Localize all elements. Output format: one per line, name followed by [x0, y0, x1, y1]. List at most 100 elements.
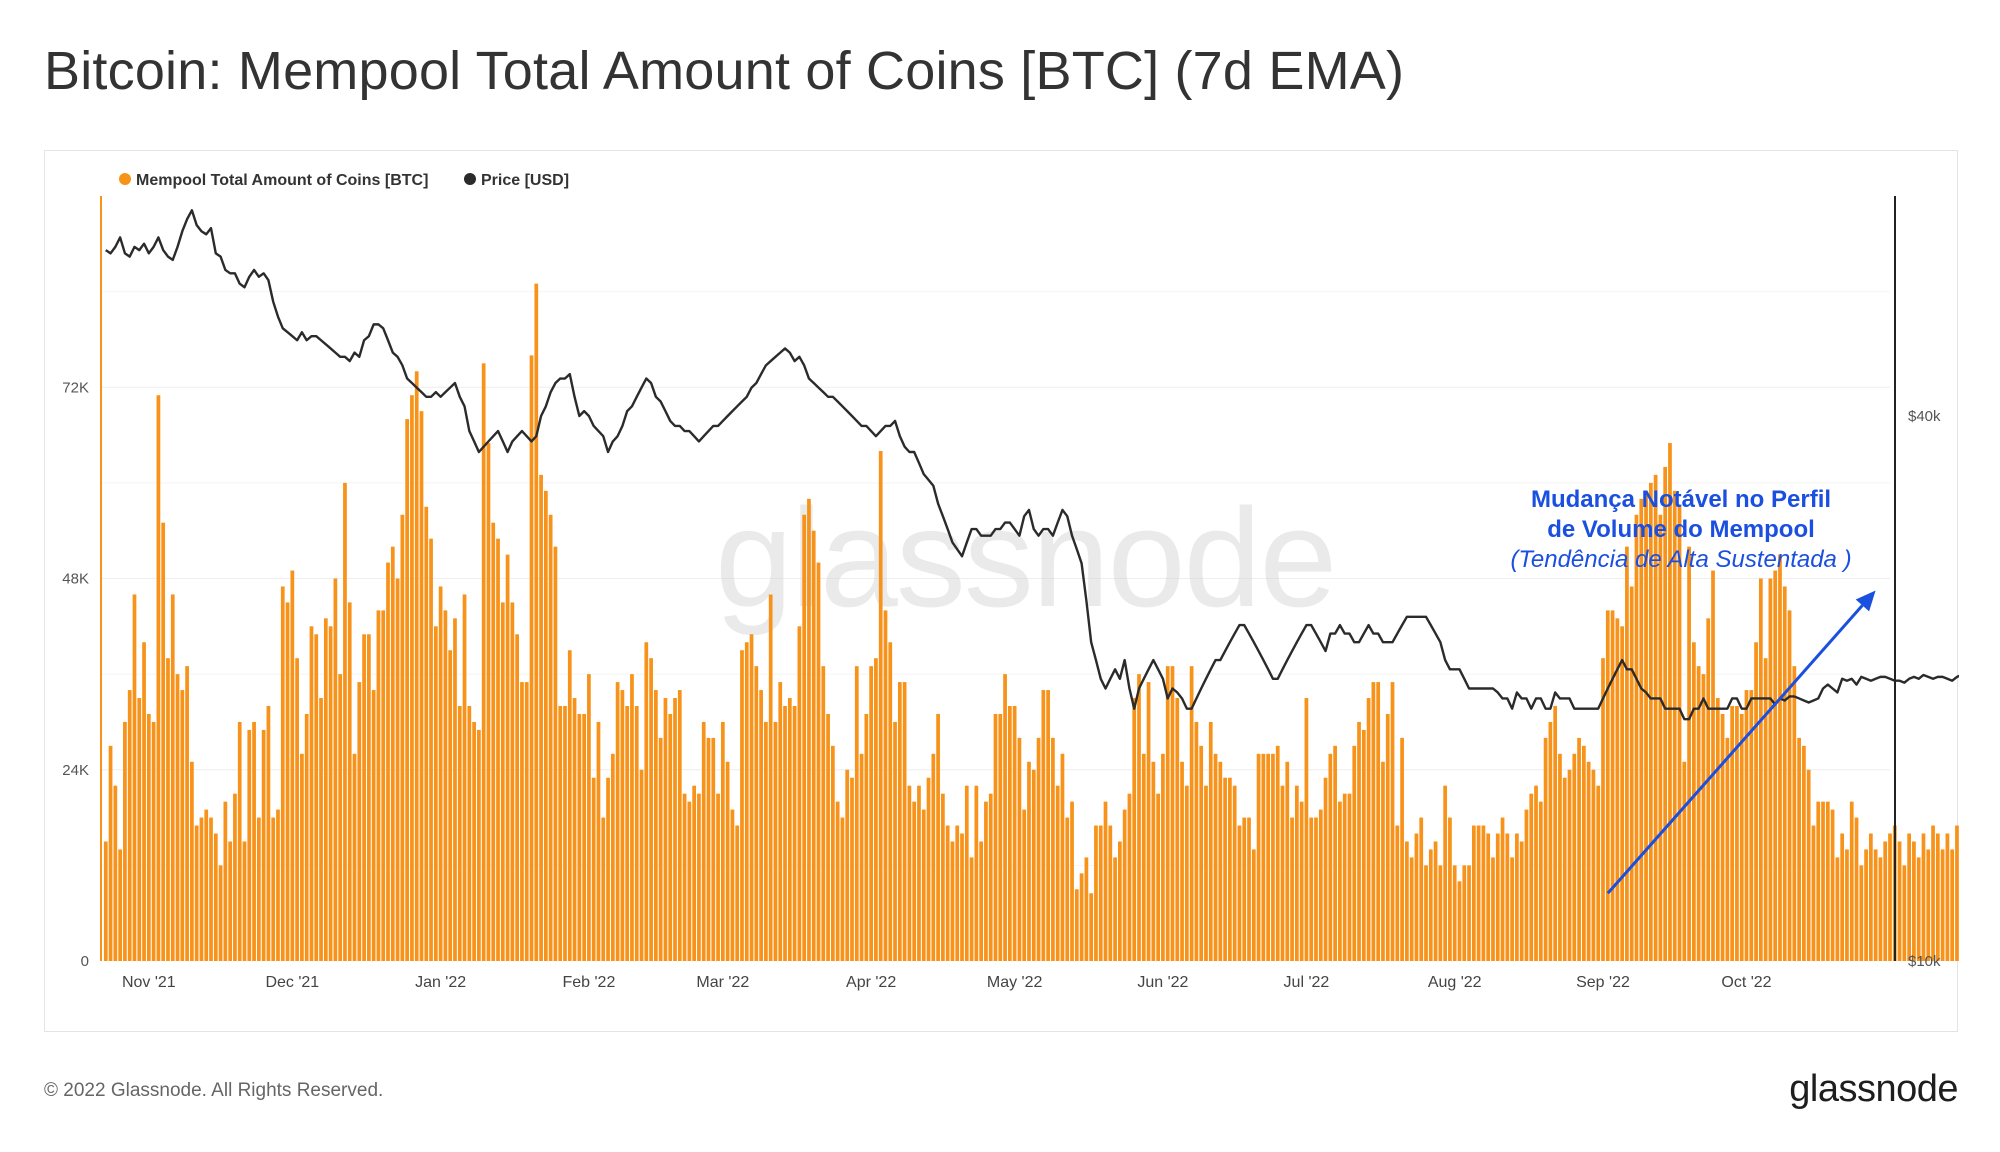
mempool-bar [1763, 658, 1768, 961]
mempool-bar [1955, 825, 1959, 961]
mempool-bar [687, 801, 692, 962]
mempool-bar [1232, 785, 1237, 961]
mempool-bar [950, 841, 955, 961]
mempool-bar [328, 626, 333, 961]
mempool-bar [610, 753, 615, 961]
mempool-bar [357, 682, 362, 961]
annotation-line-2: de Volume do Mempool [1547, 516, 1815, 543]
mempool-bar [1792, 666, 1797, 961]
annotation-line-3: (Tendência de Alta Sustentada ) [1510, 546, 1851, 573]
mempool-bar [831, 745, 835, 961]
mempool-bar [1366, 698, 1371, 961]
mempool-bar [1304, 698, 1309, 961]
mempool-bar [1596, 785, 1601, 961]
mempool-bar [266, 706, 271, 961]
mempool-bar [773, 721, 778, 961]
mempool-bar [199, 817, 204, 961]
mempool-bar [156, 395, 161, 962]
mempool-bar [1218, 761, 1223, 961]
mempool-bar [558, 706, 563, 961]
mempool-bar [1916, 857, 1921, 961]
mempool-bar [1146, 682, 1151, 961]
mempool-bar [1687, 546, 1691, 962]
mempool-bar [1357, 721, 1361, 961]
mempool-bar [1491, 857, 1495, 961]
mempool-bar [170, 594, 175, 961]
mempool-bar [1950, 849, 1955, 961]
mempool-bar [1376, 682, 1381, 961]
mempool-bar [1371, 682, 1376, 961]
mempool-bar [1797, 737, 1801, 962]
mempool-bar [1180, 761, 1184, 961]
mempool-bar [223, 801, 228, 962]
mempool-bar [1161, 753, 1165, 961]
mempool-bar [271, 817, 276, 961]
mempool-bar [381, 610, 386, 962]
mempool-bar [1400, 737, 1404, 962]
annotation-arrow [1606, 604, 1864, 895]
annotation: Mudança Notável no Perfil de Volume do M… [1510, 486, 1876, 895]
mempool-bar [213, 833, 218, 961]
mempool-bar [261, 729, 266, 961]
mempool-bar [1318, 809, 1323, 961]
mempool-bar [654, 690, 658, 961]
mempool-bar [1534, 785, 1538, 961]
mempool-bar [529, 355, 534, 962]
mempool-bar [1869, 833, 1873, 961]
mempool-bar [936, 713, 940, 961]
x-tick-label: May '22 [987, 974, 1043, 991]
brand-logo[interactable]: glassnode [1789, 1068, 1958, 1110]
mempool-bar [864, 713, 869, 961]
mempool-bar [1696, 666, 1701, 961]
mempool-bar [304, 713, 309, 961]
mempool-bar [1055, 785, 1060, 961]
mempool-bar [1864, 849, 1868, 961]
mempool-bar [1582, 745, 1586, 961]
mempool-bar [1065, 817, 1070, 961]
mempool-bar [1251, 849, 1256, 961]
mempool-bar [103, 841, 108, 961]
mempool-bar [290, 570, 295, 961]
mempool-bar [1620, 626, 1624, 961]
mempool-bar [1137, 674, 1141, 962]
mempool-bar [1060, 753, 1065, 961]
mempool-bar [1921, 833, 1926, 961]
mempool-bar [926, 777, 931, 961]
mempool-bar [108, 745, 113, 961]
mempool-bar [582, 713, 586, 961]
mempool-bar [1648, 482, 1653, 962]
mempool-bar [1156, 793, 1160, 961]
mempool-bar [1443, 785, 1448, 961]
mempool-bar [1644, 490, 1648, 961]
mempool-bar [807, 498, 811, 961]
mempool-bar [854, 666, 859, 961]
mempool-bar [472, 721, 476, 961]
y-left-tick-label: 0 [81, 953, 89, 970]
mempool-bar [1338, 801, 1342, 962]
mempool-bar [1935, 833, 1940, 961]
mempool-bar [1074, 889, 1079, 961]
mempool-bar [1036, 737, 1041, 962]
mempool-bar [974, 785, 979, 961]
mempool-bar [539, 474, 543, 961]
legend-label-mempool[interactable]: Mempool Total Amount of Coins [BTC] [136, 172, 428, 189]
mempool-bar [424, 506, 429, 961]
mempool-bar [405, 419, 409, 962]
mempool-bar [897, 682, 902, 961]
mempool-bar [1476, 825, 1481, 961]
mempool-bar [371, 690, 376, 961]
mempool-bar [1428, 849, 1433, 961]
mempool-bar [123, 721, 127, 961]
mempool-bar [673, 698, 677, 961]
mempool-bar [151, 721, 156, 961]
mempool-bar [1486, 833, 1491, 961]
mempool-bar [1108, 825, 1113, 961]
legend-label-price[interactable]: Price [USD] [481, 172, 569, 189]
legend-swatch-mempool [119, 173, 131, 185]
mempool-bar [921, 809, 926, 961]
mempool-bar [280, 586, 285, 961]
legend-swatch-price [464, 173, 476, 185]
mempool-bar [931, 753, 936, 961]
mempool-bar [1438, 865, 1443, 962]
mempool-bar [1835, 857, 1840, 961]
